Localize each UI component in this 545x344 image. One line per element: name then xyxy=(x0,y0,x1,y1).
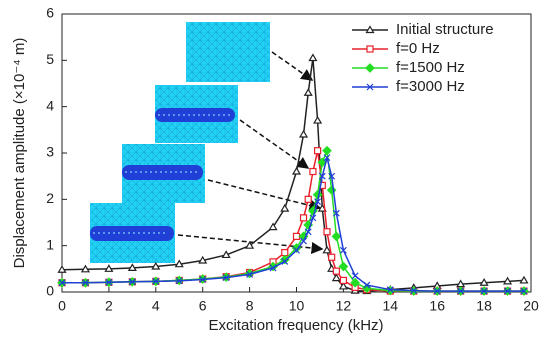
insets xyxy=(90,22,322,263)
marker xyxy=(324,229,330,235)
y-tick-label: 6 xyxy=(46,5,54,21)
marker xyxy=(314,191,322,199)
x-tick-label: 10 xyxy=(289,298,305,314)
arrow xyxy=(208,180,320,208)
hole-bar xyxy=(90,226,174,241)
x-tick-label: 6 xyxy=(199,298,207,314)
y-axis-label: Displacement amplitude (×10⁻⁴ m) xyxy=(11,38,28,269)
x-tick-label: 2 xyxy=(105,298,113,314)
y-tick-label: 4 xyxy=(46,97,54,113)
marker xyxy=(340,277,346,283)
legend-marker xyxy=(367,46,373,52)
x-tick-label: 12 xyxy=(336,298,352,314)
marker xyxy=(305,196,311,202)
marker xyxy=(315,148,321,154)
arrow xyxy=(272,52,312,80)
marker xyxy=(352,273,358,279)
mesh-inset xyxy=(186,22,270,82)
x-tick-label: 18 xyxy=(476,298,492,314)
x-tick-label: 20 xyxy=(523,298,539,314)
x-tick-label: 0 xyxy=(58,298,66,314)
marker xyxy=(309,55,316,61)
y-tick-label: 0 xyxy=(46,283,54,299)
legend-label: f=3000 Hz xyxy=(396,78,465,95)
y-tick-label: 3 xyxy=(46,144,54,160)
y-tick-label: 5 xyxy=(46,51,54,67)
x-tick-label: 14 xyxy=(383,298,399,314)
legend-label: Initial structure xyxy=(396,21,494,38)
marker xyxy=(301,215,307,221)
legend-marker xyxy=(366,64,374,72)
y-tick-label: 2 xyxy=(46,190,54,206)
marker xyxy=(329,254,335,260)
marker xyxy=(294,233,300,239)
marker xyxy=(282,250,288,256)
marker xyxy=(293,168,300,174)
legend-label: f=0 Hz xyxy=(396,40,440,57)
marker xyxy=(323,147,331,155)
chart: Excitation frequency (kHz) Displacement … xyxy=(0,0,545,344)
x-tick-label: 16 xyxy=(429,298,445,314)
marker xyxy=(305,89,312,95)
marker xyxy=(281,205,288,211)
marker xyxy=(314,117,321,123)
marker xyxy=(333,268,339,274)
y-tick-label: 1 xyxy=(46,236,54,252)
x-tick-label: 4 xyxy=(152,298,160,314)
marker xyxy=(300,131,307,137)
legend-label: f=1500 Hz xyxy=(396,59,465,76)
x-axis-label: Excitation frequency (kHz) xyxy=(208,317,383,334)
marker xyxy=(332,232,340,240)
marker xyxy=(310,169,316,175)
x-tick-label: 8 xyxy=(246,298,254,314)
